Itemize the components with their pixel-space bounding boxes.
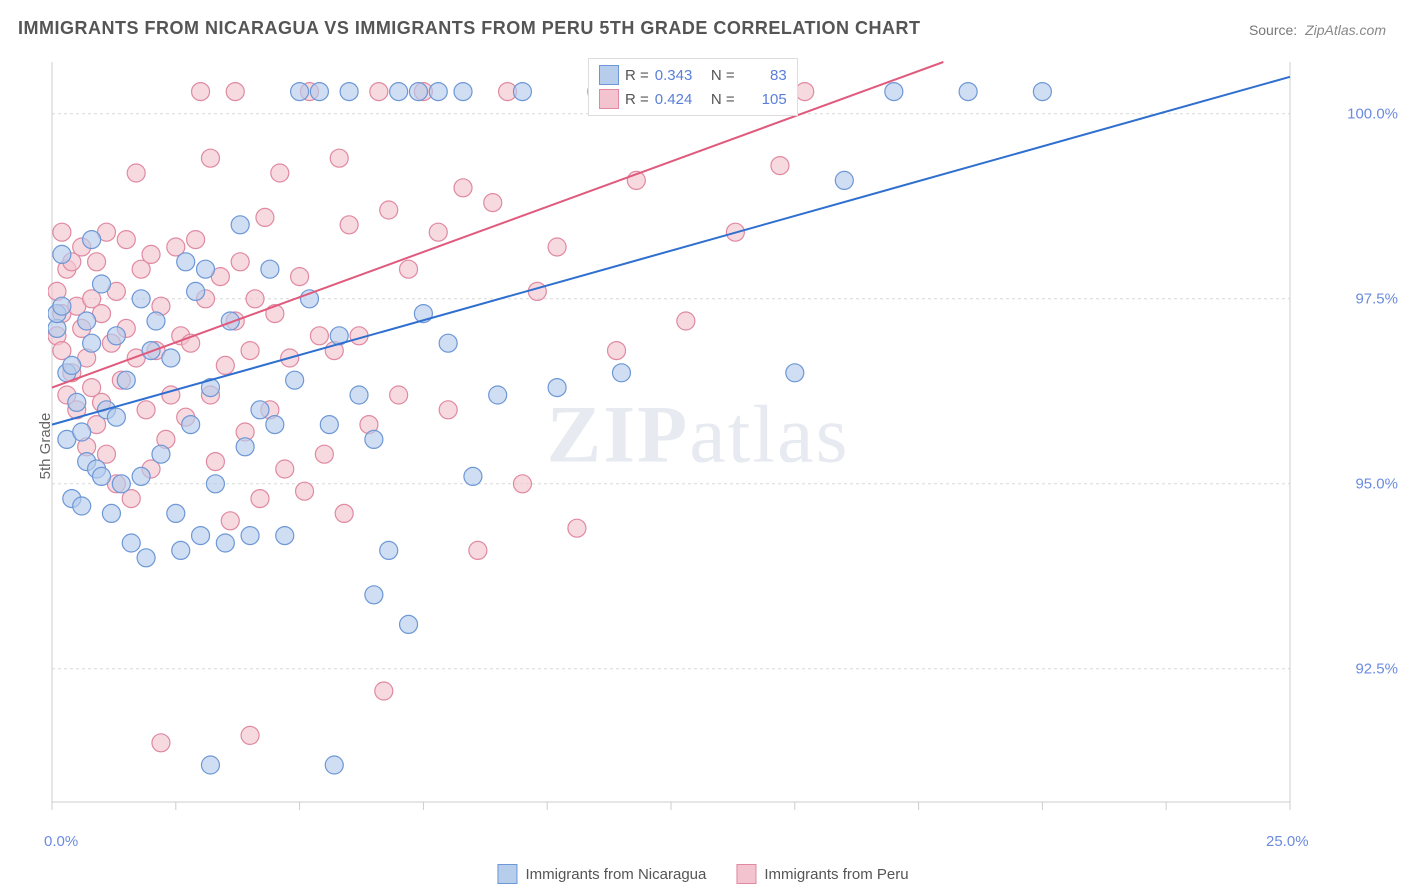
legend-stat-row: R = 0.424 N = 105 <box>599 87 787 111</box>
legend-series-label: Immigrants from Nicaragua <box>525 866 706 883</box>
stat-n-value: 83 <box>741 67 787 84</box>
source-attribution: Source: ZipAtlas.com <box>1249 22 1386 38</box>
legend-swatch <box>497 864 517 884</box>
legend-swatch <box>736 864 756 884</box>
source-value: ZipAtlas.com <box>1305 22 1386 38</box>
y-tick-label: 100.0% <box>1347 105 1398 122</box>
y-tick-label: 97.5% <box>1355 290 1398 307</box>
scatter-plot: ZIPatlas R =0.343 N =83R =0.424 N =105 9… <box>48 58 1348 820</box>
stat-r-label: R = <box>625 91 649 108</box>
stat-n-label: N = <box>707 91 735 108</box>
series-legend: Immigrants from Nicaragua Immigrants from… <box>497 864 908 884</box>
x-tick-label: 25.0% <box>1266 833 1309 850</box>
legend-stat-row: R = 0.343 N = 83 <box>599 63 787 87</box>
source-label: Source: <box>1249 22 1297 38</box>
y-tick-label: 95.0% <box>1355 475 1398 492</box>
chart-title: IMMIGRANTS FROM NICARAGUA VS IMMIGRANTS … <box>18 18 920 39</box>
legend-series-label: Immigrants from Peru <box>764 866 908 883</box>
stat-r-label: R = <box>625 67 649 84</box>
y-tick-label: 92.5% <box>1355 660 1398 677</box>
legend-series-item: Immigrants from Peru <box>736 864 908 884</box>
legend-series-item: Immigrants from Nicaragua <box>497 864 706 884</box>
chart-svg <box>48 58 1348 820</box>
legend-swatch <box>599 65 619 85</box>
stat-n-value: 105 <box>741 91 787 108</box>
legend-swatch <box>599 89 619 109</box>
stat-r-value: 0.424 <box>655 91 701 108</box>
correlation-legend: R = 0.343 N = 83 R = 0.424 N = 105 <box>588 58 798 116</box>
stat-n-label: N = <box>707 67 735 84</box>
x-tick-label: 0.0% <box>44 833 78 850</box>
stat-r-value: 0.343 <box>655 67 701 84</box>
